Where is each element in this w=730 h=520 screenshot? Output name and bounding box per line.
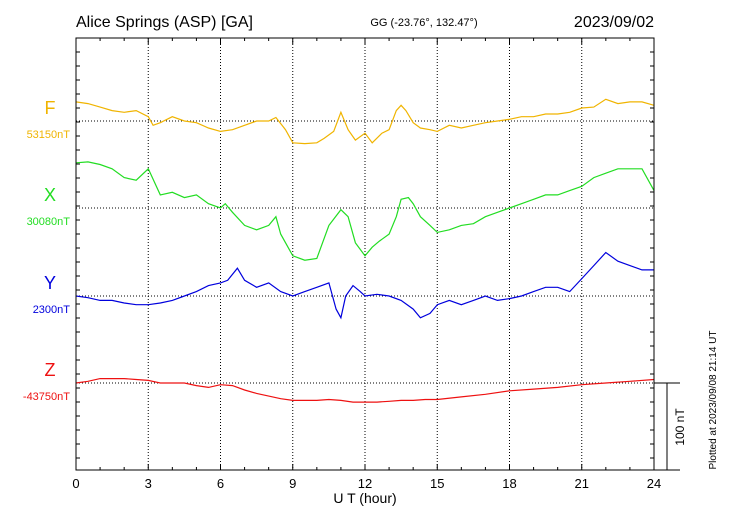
series-baseline-x: 30080nT <box>27 216 71 228</box>
grid-layer <box>76 38 654 470</box>
series-name-f: F <box>45 98 56 118</box>
x-tick-label: 21 <box>575 476 589 491</box>
x-tick-label: 9 <box>289 476 296 491</box>
date-label: 2023/09/02 <box>574 14 654 31</box>
x-tick-label: 3 <box>145 476 152 491</box>
coordinates-label: GG (-23.76°, 132.47°) <box>370 17 477 29</box>
series-name-z: Z <box>45 360 56 380</box>
series-baseline-z: -43750nT <box>23 391 70 403</box>
series-line-x <box>75 161 655 261</box>
x-tick-label: 15 <box>430 476 444 491</box>
scale-bar-label: 100 nT <box>673 408 687 446</box>
series-name-y: Y <box>44 273 56 293</box>
x-tick-label: 6 <box>217 476 224 491</box>
series-layer <box>75 98 655 403</box>
x-tick-label: 12 <box>358 476 372 491</box>
scale-bar: 100 nT <box>654 382 687 471</box>
series-line-f <box>75 98 655 145</box>
series-line-y <box>75 251 654 320</box>
station-title: Alice Springs (ASP) [GA] <box>76 14 253 31</box>
plotted-at-note: Plotted at 2023/09/08 21:14 UT <box>708 331 719 470</box>
series-baseline-y: 2300nT <box>33 304 71 316</box>
series-name-x: X <box>44 185 56 205</box>
x-axis-label: U T (hour) <box>333 490 396 506</box>
series-line-z <box>75 378 655 403</box>
series-baseline-f: 53150nT <box>27 129 71 141</box>
x-tick-labels: 0 3 6 9 12 15 18 21 24 <box>72 476 661 491</box>
x-tick-label: 18 <box>502 476 516 491</box>
x-tick-label: 0 <box>72 476 79 491</box>
x-tick-label: 24 <box>647 476 661 491</box>
plot-frame <box>75 37 655 471</box>
series-labels: F 53150nT X 30080nT Y 2300nT Z -43750nT <box>23 98 70 403</box>
